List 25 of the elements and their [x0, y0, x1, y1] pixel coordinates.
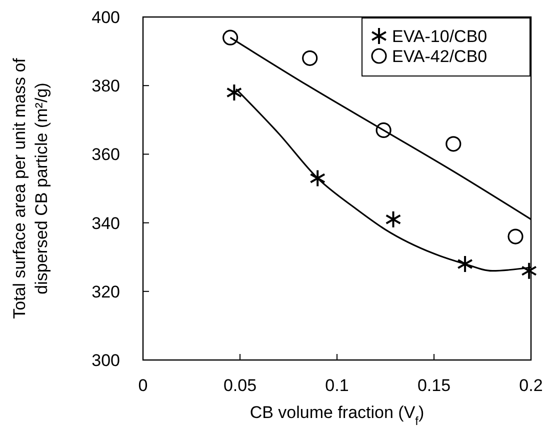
y-tick-label: 360	[92, 145, 120, 164]
y-tick-label: 320	[92, 282, 120, 302]
point	[222, 30, 238, 46]
x-tick-label: 0.2	[519, 376, 543, 395]
x-tick-label: 0	[138, 376, 148, 395]
x-tick-label: 0.15	[417, 376, 451, 395]
y-tick-label: 380	[92, 76, 120, 96]
legend-label: EVA-42/CB0	[392, 47, 488, 66]
point	[457, 254, 473, 273]
x-axis-title: CB volume fraction (V$_{f}$)	[250, 403, 424, 428]
point	[521, 262, 537, 280]
point	[385, 210, 402, 228]
y-tick-label: 400	[92, 8, 120, 27]
point	[310, 169, 326, 188]
y-tick-label: 340	[92, 214, 120, 233]
point	[302, 50, 318, 66]
x-tick-label: 0.05	[223, 376, 257, 395]
legend-label: EVA-10/CB0	[392, 27, 488, 46]
point	[446, 136, 462, 152]
y-axis-title: Total surface area per unit mass of dispersed CB particle (m²/g)	[10, 58, 51, 319]
x-tick-label: 0.1	[325, 376, 349, 395]
y-tick-label: 300	[92, 351, 120, 370]
point	[226, 83, 242, 102]
point	[508, 228, 524, 244]
point	[376, 122, 392, 138]
